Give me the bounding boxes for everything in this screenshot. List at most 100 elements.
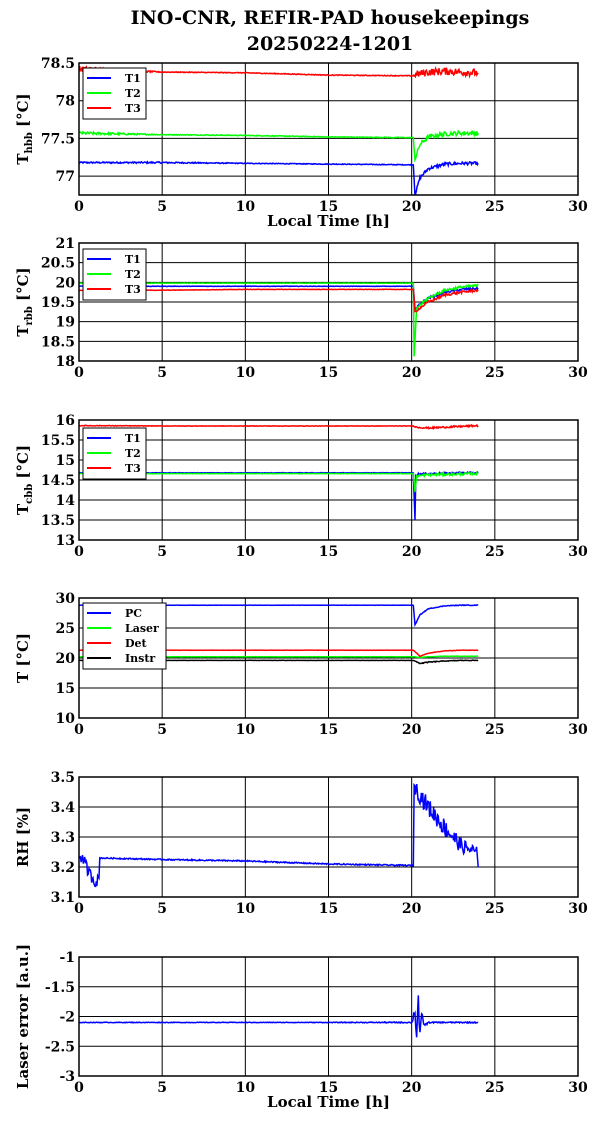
legend: PC Laser Det Instr (82, 602, 167, 670)
y-tick-label: -3 (59, 1069, 75, 1085)
plot-frame (78, 242, 579, 362)
y-tick-label: 78.5 (41, 56, 75, 72)
y-tick-label: 13.5 (41, 513, 75, 529)
chart-panel-6: 0 5 10 15 20 25 30 -3 -2.5 -2 -1.5 -1 Local Time [h]… (14, 944, 588, 1111)
y-tick-label: 15 (56, 453, 75, 469)
y-tick-label: 3.4 (51, 800, 76, 816)
legend-label: Det (125, 637, 148, 650)
plot-frame (78, 597, 579, 719)
y-tick-label: 20 (56, 275, 76, 291)
y-tick-label: 18.5 (41, 334, 75, 350)
x-tick-label: 30 (568, 722, 588, 738)
x-tick-label: 25 (485, 901, 504, 917)
legend: T1 T2 T3 (82, 427, 147, 480)
y-tick-label: 14.5 (41, 473, 75, 489)
y-tick-label: -2 (59, 1010, 75, 1026)
chart-panel-3: 0 5 10 15 20 25 30 13 13.5 14 14.5 15 15.5 16 Tcbb [°C… (14, 413, 588, 560)
figure-title-line-1: INO-CNR, REFIR-PAD housekeepings (131, 7, 530, 29)
y-axis-label: Tcbb [°C] (14, 445, 35, 515)
x-tick-label: 5 (157, 365, 167, 381)
x-tick-label: 0 (74, 901, 84, 917)
legend-label: T1 (125, 253, 141, 266)
y-tick-label: 19.5 (41, 295, 75, 311)
y-tick-label: 30 (56, 591, 76, 607)
x-tick-label: 20 (402, 722, 422, 738)
series-line-t2 (79, 129, 479, 163)
x-tick-label: 30 (568, 199, 588, 215)
y-tick-label: -1.5 (45, 980, 75, 996)
legend-label: T2 (125, 87, 141, 100)
y-tick-label: 14 (56, 493, 76, 509)
y-tick-label: 77 (56, 169, 75, 185)
y-tick-label: 3.5 (51, 770, 75, 786)
chart-panel-1: 0 5 10 15 20 25 30 77 77.5 78 78.5 Local Time [h] Th… (14, 56, 588, 230)
x-axis-label: Local Time [h] (267, 212, 390, 230)
y-tick-label: 18 (56, 354, 75, 370)
x-tick-label: 20 (402, 199, 422, 215)
x-tick-label: 30 (568, 1080, 588, 1096)
y-tick-label: 78 (56, 94, 75, 110)
y-axis-label: Laser error [a.u.] (14, 944, 32, 1089)
chart-panel-2: 0 5 10 15 20 25 30 18 18.5 19 19.5 20 20.5 21 Trbb [°C… (14, 236, 588, 381)
legend-label: T3 (125, 283, 141, 296)
x-tick-label: 10 (236, 901, 256, 917)
x-tick-label: 20 (402, 1080, 422, 1096)
y-tick-label: 13 (56, 533, 75, 549)
x-tick-label: 0 (74, 365, 84, 381)
legend-label: PC (125, 607, 142, 620)
chart-panel-5: 0 5 10 15 20 25 30 3.1 3.2 3.3 3.4 3.5 RH [%] (14, 770, 588, 917)
x-tick-label: 15 (319, 1080, 338, 1096)
y-tick-label: 10 (56, 711, 76, 727)
x-tick-label: 30 (568, 544, 588, 560)
x-tick-label: 15 (319, 544, 338, 560)
legend: T1 T2 T3 (82, 67, 147, 120)
y-tick-label: 19 (56, 315, 75, 331)
plot-frame (78, 62, 579, 196)
x-tick-label: 15 (319, 199, 338, 215)
x-tick-label: 15 (319, 901, 338, 917)
legend-label: T3 (125, 102, 141, 115)
x-tick-label: 0 (74, 544, 84, 560)
figure-title-line-2: 20250224-1201 (247, 33, 414, 55)
chart-panels: 0 5 10 15 20 25 30 77 77.5 78 78.5 Local Time [h] Th… (14, 56, 588, 1111)
x-tick-label: 25 (485, 722, 504, 738)
legend-label: Laser (125, 622, 159, 635)
x-tick-label: 0 (74, 1080, 84, 1096)
x-tick-label: 15 (319, 722, 338, 738)
y-axis-label: Trbb [°C] (14, 267, 35, 336)
x-tick-label: 5 (157, 544, 167, 560)
y-tick-label: 3.2 (51, 860, 75, 876)
x-tick-label: 5 (157, 722, 167, 738)
x-tick-label: 20 (402, 901, 422, 917)
series-line-t1 (79, 160, 479, 195)
y-tick-label: 20.5 (41, 256, 75, 272)
x-tick-label: 10 (236, 365, 256, 381)
y-tick-label: 16 (56, 413, 75, 429)
series-line-1 (79, 995, 479, 1038)
y-axis-label: T [°C] (14, 633, 32, 683)
x-tick-label: 30 (568, 901, 588, 917)
x-tick-label: 25 (485, 365, 504, 381)
x-tick-label: 5 (157, 901, 167, 917)
legend: T1 T2 T3 (82, 248, 147, 301)
x-tick-label: 25 (485, 544, 504, 560)
plot-frame (78, 419, 579, 541)
legend-label: T1 (125, 72, 141, 85)
x-axis-label: Local Time [h] (267, 1093, 390, 1111)
plot-frame (78, 776, 579, 898)
y-axis-label: Thbb [°C] (14, 93, 35, 164)
legend-label: T1 (125, 432, 141, 445)
x-tick-label: 30 (568, 365, 588, 381)
legend-label: T2 (125, 447, 141, 460)
y-tick-label: 25 (56, 621, 75, 637)
legend-label: Instr (125, 652, 155, 665)
x-tick-label: 5 (157, 1080, 167, 1096)
series-line-1 (79, 782, 479, 888)
x-tick-label: 0 (74, 199, 84, 215)
x-tick-label: 25 (485, 199, 504, 215)
x-tick-label: 15 (319, 365, 338, 381)
chart-panel-4: 0 5 10 15 20 25 30 10 15 20 25 30 T [°C] PC Laser Det In… (14, 591, 588, 738)
x-tick-label: 5 (157, 199, 167, 215)
y-tick-label: 77.5 (41, 131, 75, 147)
